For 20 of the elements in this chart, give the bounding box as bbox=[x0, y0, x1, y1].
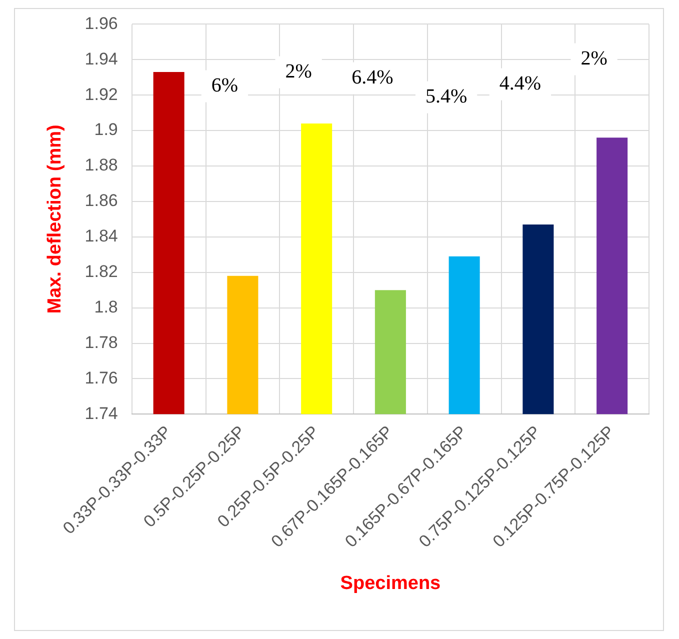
y-tick-label: 1.88 bbox=[84, 156, 118, 175]
y-tick-label: 1.82 bbox=[84, 262, 118, 282]
y-tick-label: 1.8 bbox=[94, 297, 118, 316]
y-tick-label: 1.84 bbox=[84, 226, 118, 246]
y-axis-title: Max. deflection (mm) bbox=[44, 124, 66, 314]
annotation: 5.4% bbox=[425, 85, 468, 108]
y-tick-label: 1.9 bbox=[94, 120, 118, 140]
annotation: 4.4% bbox=[499, 72, 542, 94]
y-tick-label: 1.96 bbox=[84, 14, 118, 33]
y-tick-label: 1.76 bbox=[84, 368, 118, 388]
annotation: 2% bbox=[580, 47, 608, 70]
annotation: 6.4% bbox=[352, 66, 394, 88]
y-tick-label: 1.86 bbox=[84, 191, 118, 210]
y-tick-label: 1.94 bbox=[84, 49, 118, 68]
annotation: 6% bbox=[211, 74, 238, 96]
y-tick-label: 1.78 bbox=[84, 332, 118, 352]
y-tick-label: 1.92 bbox=[84, 84, 118, 104]
y-tick-label: 1.74 bbox=[84, 404, 118, 423]
annotation: 2% bbox=[285, 60, 312, 82]
x-axis-title: Specimens bbox=[340, 572, 441, 594]
